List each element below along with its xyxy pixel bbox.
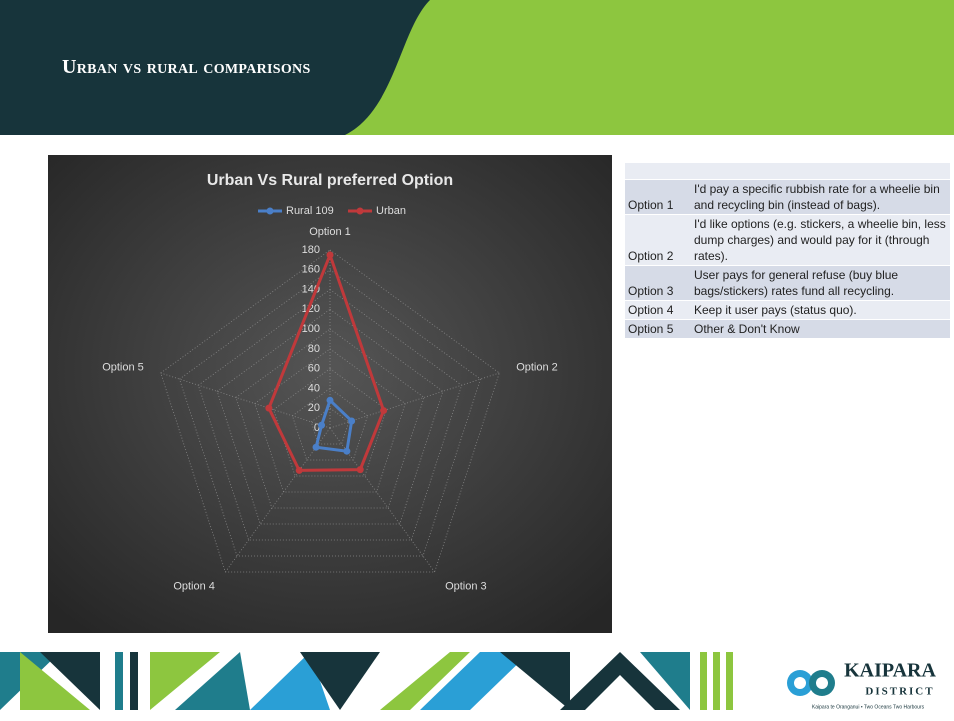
legend-label: Rural 109: [286, 205, 334, 217]
deco: [20, 652, 90, 710]
chart-title: Urban Vs Rural preferred Option: [207, 172, 453, 189]
data-point: [326, 396, 334, 404]
r-tick-label: 100: [302, 323, 320, 335]
logo-mark: [794, 677, 806, 689]
r-tick-label: 20: [308, 402, 320, 414]
option-description: I'd like options (e.g. stickers, a wheel…: [694, 217, 946, 263]
deco: [150, 652, 220, 710]
legend-label: Urban: [376, 205, 406, 217]
deco: [130, 652, 138, 710]
data-point: [343, 447, 351, 455]
grid-ring: [197, 289, 463, 541]
data-point: [265, 404, 273, 412]
data-point: [312, 443, 320, 451]
option-name: Option 1: [628, 198, 674, 212]
deco: [40, 652, 100, 710]
footer-band: KAIPARA DISTRICT Kaipara te Oranganui • …: [0, 652, 936, 710]
deco: [640, 652, 690, 710]
deco: [726, 652, 733, 710]
options-table: Option 1 I'd pay a specific rubbish rate …: [625, 163, 950, 339]
option-name: Option 5: [628, 322, 674, 336]
grid-ring: [273, 368, 387, 477]
grid-ring: [235, 328, 425, 509]
chart: Urban Vs Rural preferred Option 0 20 40 60 8…: [48, 155, 612, 633]
deco: [420, 652, 530, 710]
r-tick-label: 160: [302, 264, 320, 276]
deco: [115, 652, 123, 710]
r-tick-label: 0: [314, 422, 320, 434]
r-tick-label: 80: [308, 343, 320, 355]
header-dark: [0, 0, 430, 135]
grid-ring: [216, 308, 444, 525]
deco: [500, 652, 570, 710]
option-name: Option 3: [628, 284, 674, 298]
r-tick-label: 40: [308, 382, 320, 394]
category-label: Option 1: [309, 226, 351, 238]
r-tick-label: 180: [302, 244, 320, 256]
data-point: [380, 407, 388, 415]
grid-ring: [254, 348, 406, 493]
header-band: [0, 0, 954, 135]
data-point: [326, 251, 334, 259]
data-point: [318, 421, 326, 429]
table-row: Option 3 User pays for general refuse (bu…: [625, 265, 950, 301]
option-name: Option 2: [628, 249, 674, 263]
option-description: Keep it user pays (status quo).: [694, 303, 857, 317]
category-label: Option 4: [173, 580, 215, 592]
option-name: Option 4: [628, 303, 674, 317]
series-line: [314, 397, 354, 453]
tagline: Kaipara te Oranganui • Two Oceans Two Ha…: [812, 704, 925, 710]
deco: [700, 652, 707, 710]
option-description: User pays for general refuse (buy blue b…: [694, 268, 899, 298]
deco: [380, 652, 470, 710]
category-label: Option 3: [445, 580, 487, 592]
table-header-row: [625, 163, 950, 180]
option-description: Other & Don't Know: [694, 322, 800, 336]
r-tick-label: 60: [308, 363, 320, 375]
grid-ring: [179, 269, 481, 557]
category-label: Option 5: [102, 361, 144, 373]
grid-ring: [310, 407, 350, 445]
deco: [713, 652, 720, 710]
grid-ring: [160, 249, 500, 573]
deco: [300, 652, 380, 710]
table-row: Option 1 I'd pay a specific rubbish rate …: [625, 179, 950, 215]
legend-marker: [356, 207, 364, 215]
series-line: [267, 250, 386, 472]
deco: [175, 652, 250, 710]
data-point: [348, 417, 356, 425]
table-row: Option 2 I'd like options (e.g. stickers,…: [625, 214, 950, 266]
slide-title: Urban vs rural comparisons: [62, 56, 311, 78]
legend-marker: [266, 207, 274, 215]
table-row: Option 4 Keep it user pays (status quo).: [625, 300, 950, 320]
logo-sub: DISTRICT: [865, 686, 934, 698]
data-point: [356, 466, 364, 474]
data-point: [295, 466, 303, 474]
category-label: Option 2: [516, 361, 558, 373]
logo-mark: [816, 677, 828, 689]
option-description: I'd pay a specific rubbish rate for a wh…: [694, 182, 940, 212]
table-row: Option 5 Other & Don't Know: [625, 319, 950, 339]
deco: [585, 675, 655, 710]
logo-text: KAIPARA: [844, 660, 936, 682]
